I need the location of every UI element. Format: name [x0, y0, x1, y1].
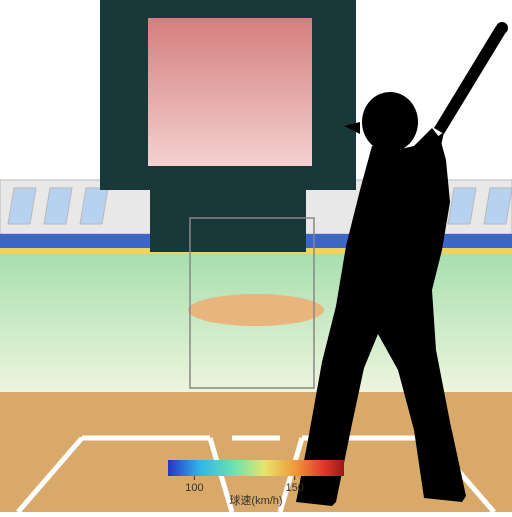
- pitchers-mound: [188, 294, 324, 326]
- scene-svg: 100 150 球速(km/h): [0, 0, 512, 512]
- legend-axis-label: 球速(km/h): [229, 493, 282, 507]
- svg-text:100: 100: [185, 482, 203, 494]
- scoreboard-stem: [150, 190, 306, 252]
- pitch-location-diagram: 100 150 球速(km/h): [0, 0, 512, 512]
- svg-text:150: 150: [286, 482, 304, 494]
- scoreboard-screen: [148, 18, 312, 166]
- legend-colorbar: [168, 460, 344, 476]
